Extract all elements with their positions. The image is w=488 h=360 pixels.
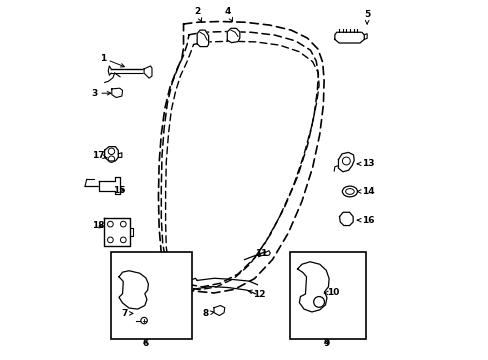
Polygon shape: [119, 271, 148, 309]
Text: 18: 18: [92, 221, 104, 230]
Text: 3: 3: [91, 89, 111, 98]
Ellipse shape: [342, 186, 357, 197]
Text: 7: 7: [121, 309, 133, 318]
Text: 8: 8: [202, 309, 214, 318]
Text: 14: 14: [357, 187, 374, 196]
Polygon shape: [197, 30, 208, 46]
Polygon shape: [104, 219, 129, 246]
Polygon shape: [264, 251, 270, 255]
Text: 17: 17: [92, 151, 107, 160]
Text: 16: 16: [357, 216, 374, 225]
Text: 1: 1: [100, 54, 124, 67]
Polygon shape: [227, 28, 239, 42]
Polygon shape: [338, 152, 353, 172]
Text: 15: 15: [113, 185, 126, 194]
Polygon shape: [99, 177, 120, 194]
Polygon shape: [214, 306, 224, 316]
Text: 6: 6: [142, 339, 149, 348]
Bar: [290, 252, 365, 338]
Circle shape: [141, 318, 147, 324]
Text: 13: 13: [357, 159, 374, 168]
Text: 12: 12: [248, 289, 265, 298]
Polygon shape: [339, 212, 352, 226]
Polygon shape: [104, 147, 118, 161]
Polygon shape: [334, 32, 364, 43]
Bar: [111, 252, 191, 338]
Text: 11: 11: [255, 249, 267, 258]
Text: 2: 2: [194, 7, 201, 22]
Text: 5: 5: [363, 10, 369, 24]
Polygon shape: [297, 262, 328, 312]
Text: 4: 4: [224, 7, 232, 21]
Circle shape: [313, 297, 324, 307]
Text: 10: 10: [324, 288, 339, 297]
Polygon shape: [144, 66, 152, 78]
Text: 9: 9: [323, 339, 329, 348]
Polygon shape: [112, 88, 122, 98]
